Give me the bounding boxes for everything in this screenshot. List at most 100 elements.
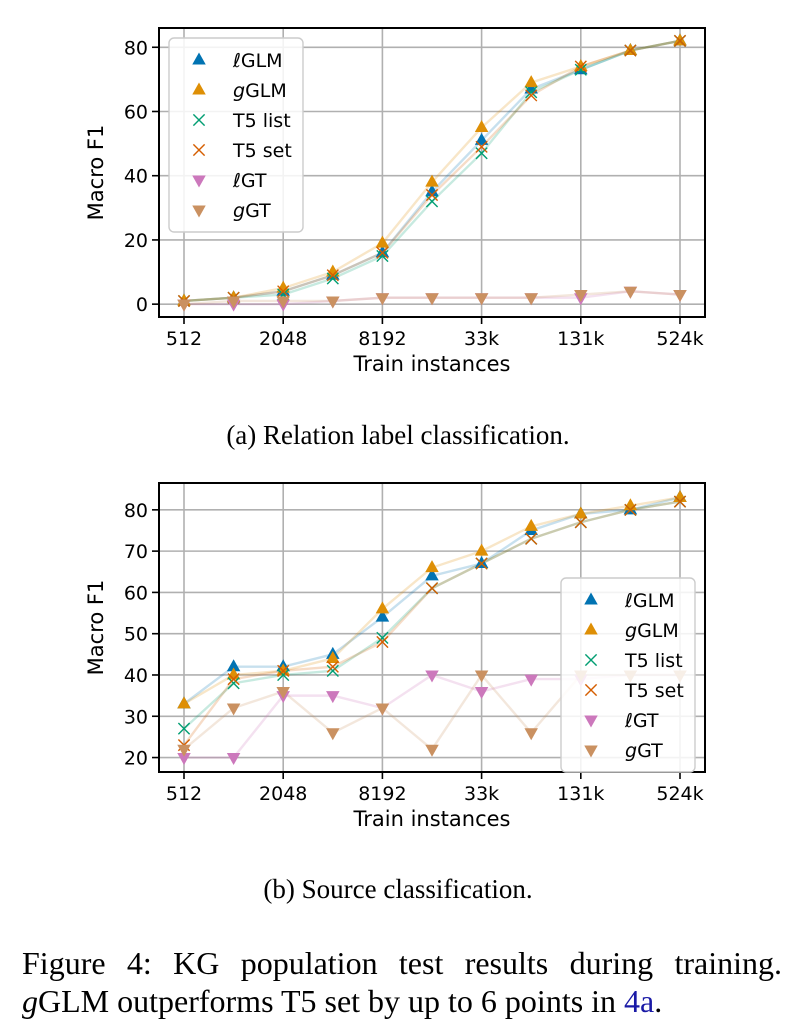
data-point-ggt xyxy=(375,703,390,716)
legend-label-t5-list: T5 list xyxy=(232,110,291,132)
x-tick-label: 8192 xyxy=(358,328,406,350)
data-point-t5-set xyxy=(326,660,339,673)
x-tick-label: 524k xyxy=(656,328,703,350)
data-point-t5-set xyxy=(574,60,587,73)
data-point-ggt xyxy=(226,296,241,309)
figure-caption-end: . xyxy=(654,983,663,1019)
legend-marker-gglm xyxy=(584,622,598,635)
x-tick-label: 512 xyxy=(166,783,202,805)
axis-ticks: 512 2048 8192 33k 131k 524k 0 20 40 60 80 xyxy=(124,37,704,350)
legend: ℓGLM gGLM T5 list T5 set ℓGT gGT xyxy=(168,37,304,233)
figure-ref-link[interactable]: 4a xyxy=(624,983,655,1019)
data-point-ggt xyxy=(574,290,588,303)
legend-marker-ggt xyxy=(584,745,598,758)
x-tick-label: 33k xyxy=(464,328,499,350)
legend-label-t5-list: T5 list xyxy=(624,650,683,672)
data-point-lglm xyxy=(375,245,390,258)
data-point-ggt xyxy=(375,293,390,306)
data-point-gglm xyxy=(177,696,191,709)
legend-label-ggt: gGT xyxy=(233,200,271,222)
x-tick-label: 8192 xyxy=(358,783,406,805)
x-tick-label: 131k xyxy=(557,783,604,805)
legend-marker-gglm xyxy=(192,82,206,95)
data-point-ggt xyxy=(673,290,687,303)
data-point-t5-set xyxy=(425,582,439,595)
y-axis-title: Macro F1 xyxy=(84,125,108,221)
data-point-ggt xyxy=(326,296,340,309)
data-point-ggt xyxy=(425,293,439,306)
chart-source: 512 2048 8192 33k 131k 524k 20 30 40 50 60 70 80 Trai… xyxy=(84,482,706,831)
data-point-gglm xyxy=(326,264,340,277)
data-point-gglm xyxy=(474,543,489,556)
data-point-t5-list xyxy=(326,664,339,677)
legend-marker-t5-set xyxy=(192,143,206,157)
y-tick-label: 20 xyxy=(124,230,148,252)
data-point-ggt xyxy=(474,293,489,306)
data-point-lgt xyxy=(474,686,489,699)
legend-marker-lglm xyxy=(192,52,206,65)
data-point-t5-set xyxy=(525,532,538,545)
data-point-gglm xyxy=(623,42,638,55)
data-point-t5-list xyxy=(574,63,587,76)
legend-box xyxy=(168,37,304,233)
data-point-gglm xyxy=(474,120,489,133)
y-tick-label: 50 xyxy=(124,624,148,646)
data-point-gglm xyxy=(524,75,538,88)
legend-marker-t5-list xyxy=(192,113,206,127)
y-tick-label: 30 xyxy=(124,706,148,728)
legend-label-t5-set: T5 set xyxy=(624,680,684,702)
legend-marker-lglm xyxy=(584,592,598,605)
data-point-t5-set xyxy=(376,635,389,649)
data-point-gglm xyxy=(375,601,390,614)
legend-box xyxy=(560,577,696,773)
legend-marker-t5-list xyxy=(584,653,598,667)
data-point-t5-set xyxy=(376,246,389,259)
data-point-lglm xyxy=(375,609,390,622)
data-point-ggt xyxy=(524,728,538,741)
y-tick-label: 60 xyxy=(124,101,148,123)
x-axis-title: Train instances xyxy=(353,352,511,376)
data-point-lgt xyxy=(226,753,241,766)
data-point-t5-set xyxy=(574,516,587,529)
legend-marker-ggt xyxy=(192,205,206,218)
data-point-gglm xyxy=(673,33,687,46)
data-point-t5-set xyxy=(227,672,240,686)
data-point-lglm xyxy=(425,568,439,581)
data-point-ggt xyxy=(326,728,340,741)
y-tick-label: 60 xyxy=(124,582,148,604)
legend-label-gglm: gGLM xyxy=(625,620,679,642)
data-point-ggt xyxy=(425,744,439,757)
data-point-gglm xyxy=(425,174,439,187)
data-point-lgt xyxy=(177,753,191,766)
x-tick-label: 131k xyxy=(557,328,604,350)
data-point-t5-list xyxy=(425,195,439,208)
data-point-gglm xyxy=(524,518,538,531)
data-point-ggt xyxy=(524,293,538,306)
data-point-t5-set xyxy=(673,495,687,508)
legend-marker-t5-set xyxy=(584,683,598,697)
legend: ℓGLM gGLM T5 list T5 set ℓGT gGT xyxy=(560,577,696,773)
data-point-t5-set xyxy=(475,557,488,570)
data-point-lgt xyxy=(425,670,439,683)
data-point-t5-list xyxy=(376,249,389,263)
y-tick-label: 20 xyxy=(124,748,148,770)
x-tick-label: 2048 xyxy=(259,328,307,350)
x-tick-label: 33k xyxy=(464,783,499,805)
data-point-lglm xyxy=(524,81,538,94)
data-point-t5-list xyxy=(177,722,191,735)
data-point-t5-list xyxy=(227,677,240,690)
figure-caption: Figure 4: KG population test results dur… xyxy=(22,944,782,1020)
y-tick-label: 0 xyxy=(136,294,148,316)
data-point-ggt xyxy=(177,299,191,312)
legend-marker-lgt xyxy=(192,175,206,188)
data-point-t5-set xyxy=(425,188,439,202)
data-point-lglm xyxy=(474,556,489,569)
series-markers xyxy=(177,489,687,766)
legend-marker-lgt xyxy=(584,715,598,728)
legend-label-gglm: gGLM xyxy=(233,80,287,102)
y-tick-label: 70 xyxy=(124,541,148,563)
data-point-t5-set xyxy=(624,44,637,57)
x-tick-label: 512 xyxy=(166,328,202,350)
data-point-gglm xyxy=(326,650,340,663)
data-point-lglm xyxy=(226,659,241,672)
